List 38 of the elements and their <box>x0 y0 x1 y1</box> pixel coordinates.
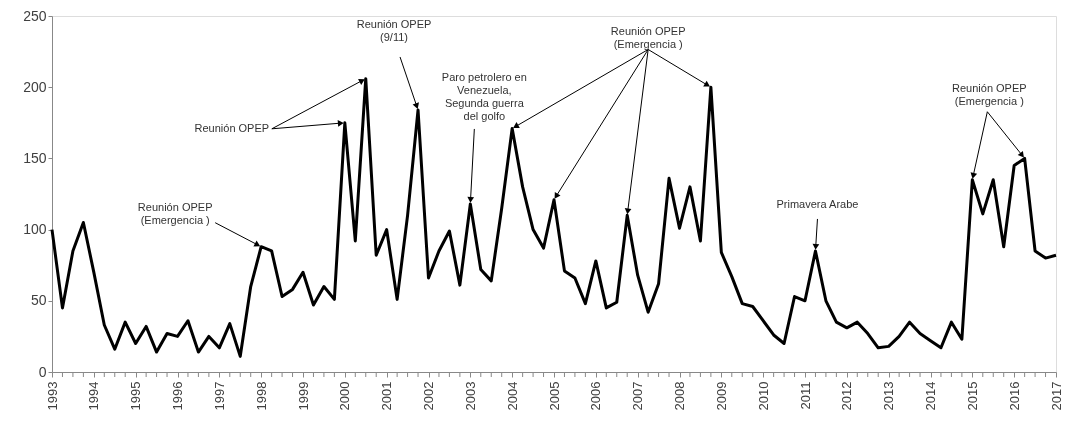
annotation: Reunión OPEP <box>194 121 270 134</box>
annotation: Reunión OPEP (9/11) <box>356 18 432 44</box>
x-tick-label: 2010 <box>755 381 771 411</box>
annotation: Primavera Arabe <box>776 197 859 210</box>
x-tick-label: 2000 <box>337 381 353 411</box>
x-tick-label: 1993 <box>44 381 60 411</box>
x-tick-label: 1996 <box>170 381 185 411</box>
x-tick-label: 1997 <box>211 381 227 411</box>
x-tick-label: 1998 <box>253 381 269 411</box>
y-tick-label: 0 <box>38 363 47 380</box>
y-tick-label: 200 <box>23 78 47 95</box>
x-tick-label: 2011 <box>797 381 813 410</box>
x-tick-label: 2013 <box>881 381 897 411</box>
x-tick-label: 2006 <box>588 381 604 411</box>
x-tick-label: 2003 <box>462 381 478 411</box>
y-tick-label: 150 <box>23 149 47 166</box>
x-tick-label: 2004 <box>504 381 520 411</box>
x-tick-label: 2001 <box>379 381 395 411</box>
x-tick-label: 2007 <box>630 381 646 411</box>
annotation: Reunión OPEP (Emergencia ) <box>137 201 213 227</box>
annotation: Reunión OPEP (Emergencia ) <box>610 25 686 50</box>
annotation: Paro petrolero en Venezuela, Segunda guerra del golfo <box>441 71 527 123</box>
y-tick-label: 100 <box>23 221 47 238</box>
x-tick-label: 2017 <box>1048 381 1064 411</box>
x-tick-label: 2008 <box>672 381 687 411</box>
x-tick-label: 2002 <box>421 381 436 411</box>
y-tick-label: 50 <box>30 292 47 309</box>
x-tick-label: 2005 <box>546 381 562 411</box>
y-tick-label: 250 <box>23 7 47 24</box>
x-tick-label: 2014 <box>923 381 938 411</box>
x-tick-label: 2016 <box>1006 381 1022 411</box>
x-tick-label: 1999 <box>295 381 311 411</box>
x-tick-label: 2009 <box>713 381 729 411</box>
annotation: Reunión OPEP (Emergencia ) <box>952 82 1027 108</box>
x-tick-label: 2012 <box>839 381 855 411</box>
x-tick-label: 2015 <box>964 381 980 411</box>
x-tick-label: 1995 <box>128 381 144 411</box>
x-tick-label: 1994 <box>86 381 102 411</box>
